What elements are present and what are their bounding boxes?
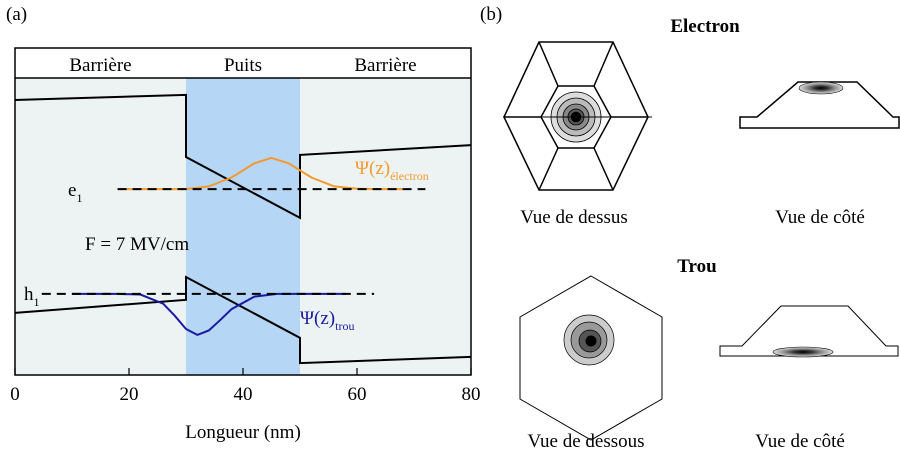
region-label: Puits (224, 55, 262, 76)
annotation-subscript: 1 (34, 295, 40, 309)
annotation: e1 (68, 180, 82, 205)
density (798, 81, 844, 95)
view-label: Vue de côté (755, 431, 845, 452)
view-label: Vue de dessous (527, 431, 644, 452)
diagram-title: Trou (677, 256, 717, 277)
x-tick-label: 40 (234, 384, 253, 405)
diagram-title: Electron (670, 16, 740, 37)
density (585, 335, 597, 347)
panel-label: (a) (6, 4, 27, 25)
well-region (186, 78, 300, 375)
annotation-subscript: 1 (76, 191, 82, 205)
x-tick-label: 0 (10, 384, 20, 405)
x-tick-label: 20 (120, 384, 139, 405)
annotation: h1 (24, 284, 40, 309)
view-label: Vue de dessus (520, 207, 628, 228)
annotation-text: F = 7 MV/cm (85, 234, 189, 255)
annotation: Ψ(z)électron (355, 158, 429, 183)
hexagon (519, 275, 663, 441)
annotation: F = 7 MV/cm (85, 234, 189, 255)
electron-diagrams (503, 41, 900, 191)
annotation-subscript: trou (335, 319, 354, 333)
panel-label: (b) (480, 4, 502, 25)
curve (14, 93, 472, 220)
annotation-text: h (24, 284, 34, 305)
density (772, 346, 834, 358)
annotation-subscript: électron (390, 169, 429, 183)
hole-diagrams (519, 275, 899, 441)
annotation: Ψ(z)trou (300, 308, 354, 333)
x-axis-label: Longueur (nm) (185, 422, 301, 443)
region-label: Barrière (69, 55, 131, 76)
x-tick-label: 80 (462, 384, 481, 405)
side-profile (739, 81, 900, 129)
side-profile (719, 305, 899, 357)
x-tick-label: 60 (348, 384, 367, 405)
view-label: Vue de côté (775, 207, 865, 228)
annotation-text: Ψ(z) (300, 308, 335, 329)
annotation-text: Ψ(z) (355, 158, 390, 179)
plot: Barrière Puits Barrière 0 20 40 60 80 Longueur (… (10, 47, 481, 443)
region-label: Barrière (354, 55, 416, 76)
annotation-text: e (68, 180, 76, 201)
